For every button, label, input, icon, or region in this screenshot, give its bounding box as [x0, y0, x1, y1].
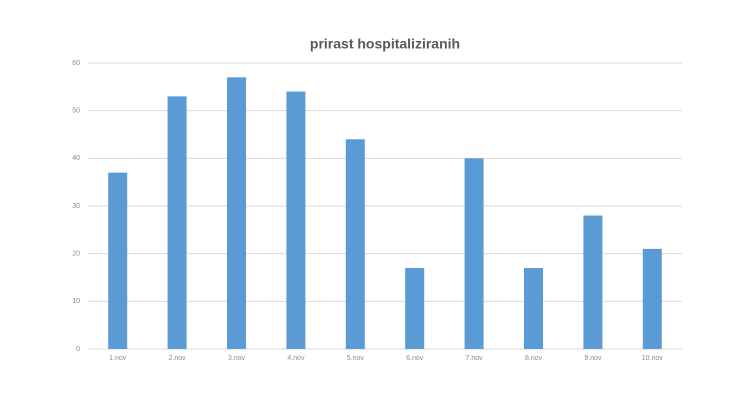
bar [167, 96, 187, 349]
bar [345, 139, 365, 349]
y-tick-label: 50 [72, 108, 80, 115]
x-tick-label: 3.nov [228, 355, 246, 362]
bar [583, 215, 603, 349]
bar [108, 172, 128, 349]
x-tick-label: 2.nov [169, 355, 187, 362]
bar [642, 248, 662, 349]
bar [286, 91, 306, 349]
x-tick-label: 10.nov [642, 355, 664, 362]
x-tick-label: 8.nov [525, 355, 543, 362]
x-tick-label: 4.nov [287, 355, 305, 362]
y-tick-label: 30 [72, 203, 80, 210]
x-tick-label: 5.nov [347, 355, 365, 362]
chart-title: prirast hospitaliziranih [310, 36, 460, 52]
x-tick-label: 6.nov [406, 355, 424, 362]
y-tick-label: 40 [72, 155, 80, 162]
x-tick-label: 7.nov [466, 355, 484, 362]
y-tick-label: 10 [72, 298, 80, 305]
x-tick-label: 1.nov [109, 355, 127, 362]
bar [226, 77, 247, 350]
bar [405, 267, 425, 349]
y-tick-label: 20 [72, 251, 80, 258]
x-tick-label: 9.nov [584, 355, 602, 362]
bar [523, 267, 544, 349]
bar [464, 158, 484, 349]
y-tick-label: 60 [72, 60, 80, 67]
y-tick-label: 0 [76, 346, 80, 353]
